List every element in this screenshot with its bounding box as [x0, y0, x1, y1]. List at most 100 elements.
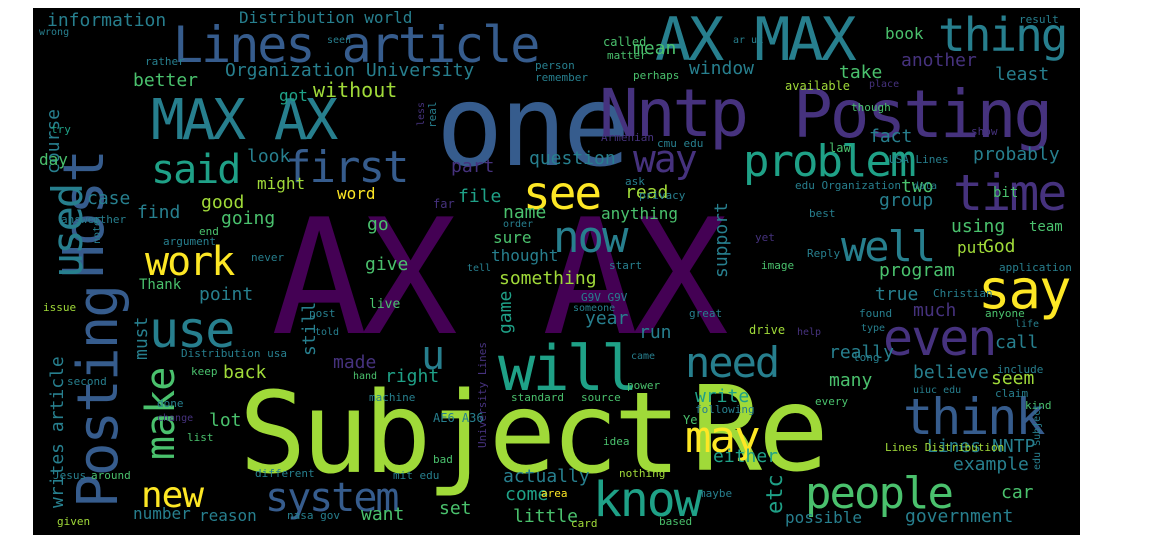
word-well: well	[841, 222, 936, 271]
word-information: information	[47, 10, 167, 31]
word-other: other	[93, 213, 127, 226]
word-used: used	[43, 184, 92, 278]
word-made: made	[333, 352, 377, 373]
word-distribution-usa: Distribution usa	[181, 347, 287, 360]
word-point: point	[199, 284, 254, 305]
word-sure: sure	[493, 228, 532, 247]
word-include: include	[997, 363, 1044, 376]
word-anything: anything	[601, 204, 679, 223]
word-result: result	[1019, 13, 1059, 26]
word-image: image	[761, 259, 795, 272]
word-back: back	[223, 362, 267, 383]
word-one: one	[436, 62, 630, 192]
word-etc: etc	[763, 474, 788, 514]
word-usa-lines: USA Lines	[889, 153, 949, 166]
word-case: case	[87, 188, 131, 209]
word-god: God	[983, 236, 1016, 257]
word-card: card	[571, 517, 598, 530]
word-probably: probably	[973, 144, 1060, 165]
word-came: came	[631, 351, 656, 362]
word-around: around	[91, 469, 131, 482]
word-said: said	[151, 147, 241, 193]
word-told: told	[315, 327, 340, 338]
word-best: best	[809, 207, 836, 220]
word-distribution-world: Distribution world	[239, 8, 413, 27]
word-good: good	[201, 192, 245, 213]
word-know: know	[593, 472, 703, 528]
word-using: using	[951, 216, 1006, 237]
word-really: really	[829, 342, 895, 363]
word-called: called	[603, 35, 647, 49]
word-mit-edu: mit edu	[393, 469, 440, 482]
word-use: use	[149, 301, 235, 359]
word-second: second	[67, 375, 107, 388]
word-many: many	[829, 370, 873, 391]
word-run: run	[639, 322, 672, 343]
word-ae6-a36: AE6 A36	[433, 411, 484, 425]
word-keep: keep	[191, 365, 218, 378]
word-question: question	[529, 148, 616, 169]
word-writes-article: writes article	[47, 356, 68, 508]
word-two: two	[901, 176, 934, 197]
word-going: going	[221, 208, 276, 229]
word-ax-ax: AX AX	[271, 184, 729, 371]
word-support: support	[711, 202, 732, 278]
word-find: find	[137, 202, 181, 223]
word-end: end	[199, 225, 219, 238]
word-though: though	[851, 101, 891, 114]
word-idea: idea	[603, 435, 630, 448]
word-armenian: Armenian	[601, 131, 654, 144]
word-come: come	[505, 484, 549, 505]
word-matter: matter	[607, 49, 647, 62]
word-drive: drive	[749, 323, 786, 337]
word-post: post	[309, 307, 336, 320]
word-problem: problem	[743, 136, 916, 187]
word-wrong: wrong	[39, 27, 70, 38]
word-area: area	[541, 487, 568, 500]
word-day: day	[39, 150, 68, 169]
word-first: first	[285, 142, 409, 193]
word-kind: kind	[1025, 399, 1052, 412]
word-nothing: nothing	[619, 467, 666, 480]
word-lines-distribution: Lines Distribution	[885, 441, 1005, 454]
word-least: least	[995, 64, 1050, 85]
word-found: found	[859, 307, 893, 320]
word-university-lines: University Lines	[476, 342, 489, 448]
word-re: Re	[691, 360, 829, 498]
word-different: different	[255, 467, 315, 480]
word-application: application	[999, 261, 1072, 274]
word-max-ax: MAX AX	[151, 88, 338, 153]
word-example: example	[953, 454, 1029, 475]
word-answer: answer	[61, 213, 101, 226]
word-tell: tell	[467, 263, 492, 274]
word-set: set	[439, 498, 472, 519]
word-say: say	[978, 258, 1072, 321]
word-program: program	[879, 260, 955, 281]
wordcloud-canvas: AX AX Subject Re one Nntp Posting Host P…	[33, 8, 1080, 535]
word-real: real	[426, 101, 439, 129]
word-never: never	[251, 251, 285, 264]
word-based: based	[659, 515, 693, 528]
word-u: u	[421, 333, 446, 379]
word-want: want	[361, 504, 405, 525]
word-look: look	[247, 146, 291, 167]
word-mean: mean	[633, 38, 677, 59]
word-type: type	[861, 323, 886, 334]
word-system: system	[265, 475, 399, 521]
word-must: must	[131, 316, 152, 360]
word-lot: lot	[209, 410, 242, 431]
word-start: start	[609, 259, 643, 272]
word-work: work	[145, 239, 235, 285]
word-another: another	[901, 50, 977, 71]
word-following: following	[695, 403, 755, 416]
word-give: give	[365, 254, 409, 275]
word-subject: Subject	[239, 369, 681, 499]
word-maybe: maybe	[699, 487, 733, 500]
word-something: something	[499, 268, 597, 289]
word-live: live	[369, 297, 401, 312]
word-yet: yet	[755, 231, 775, 244]
word-believe: believe	[913, 362, 989, 383]
word-change: change	[157, 413, 194, 424]
word-without: without	[313, 78, 398, 102]
word-new: new	[141, 475, 204, 516]
